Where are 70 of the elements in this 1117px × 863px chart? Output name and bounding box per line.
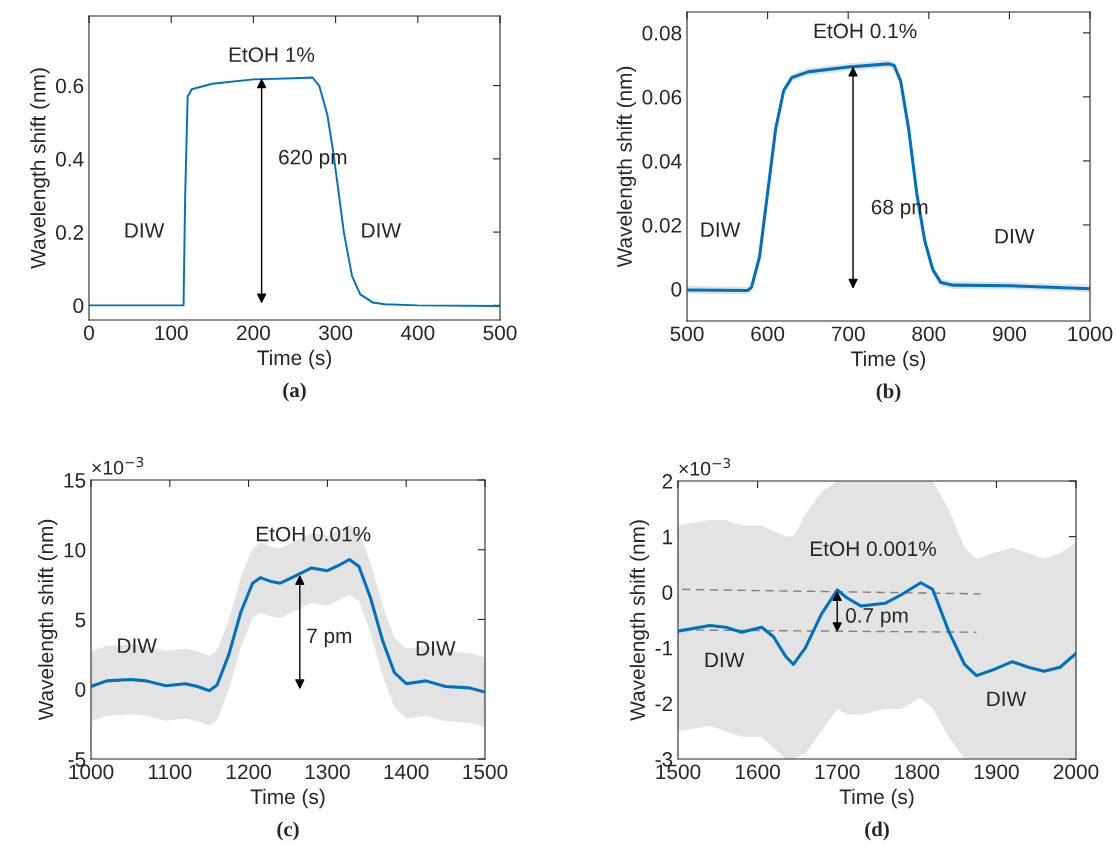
annotation: DIW	[416, 641, 456, 656]
annotation: EtOH 0.001%	[811, 541, 936, 557]
y-tick-label: 2	[662, 474, 673, 489]
y-axis-title: Wavelength shift (nm)	[629, 520, 650, 721]
y-tick-label: -2	[655, 696, 673, 711]
line-series	[89, 76, 500, 308]
x-tick-label: 1700	[815, 764, 860, 780]
x-tick-label: 1400	[384, 764, 429, 780]
x-tick-label: 800	[912, 326, 946, 342]
annotation: DIW	[987, 691, 1027, 707]
x-tick-label: 1600	[736, 764, 780, 780]
x-tick-label: 400	[400, 325, 435, 341]
annotation: EtOH 1%	[229, 47, 315, 63]
y-axis-title: Wavelength shift (nm)	[30, 68, 50, 269]
x-axis-title: Time (s)	[839, 788, 914, 809]
text: (b)	[876, 383, 901, 403]
x-tick-label: 1500	[463, 764, 508, 780]
x-tick-label: 500	[483, 325, 517, 341]
y-tick-label: 0.06	[642, 89, 682, 105]
y-tick-label: 0.4	[55, 151, 84, 167]
x-axis-title: Time (s)	[257, 349, 332, 370]
annotation: 7 pm	[307, 628, 352, 648]
x-tick-label: 1200	[227, 764, 271, 780]
x-tick-label: 2000	[1053, 764, 1099, 780]
x-tick-label: 1900	[974, 764, 1019, 780]
x-tick-label: 300	[319, 325, 353, 341]
y-tick-label: 1	[663, 529, 673, 545]
y-tick-label: 0.08	[642, 25, 682, 41]
y-tick-label: 0.2	[55, 225, 84, 240]
x-tick-label: 1000	[1068, 326, 1113, 342]
annotation: DIW	[362, 223, 401, 238]
y-tick-label: 0.02	[642, 217, 682, 233]
x-tick-label: 100	[155, 325, 188, 341]
text: (c)	[277, 821, 299, 841]
y-axis-title: Wavelength shift (nm)	[37, 519, 58, 721]
y-tick-label: 0	[75, 682, 86, 697]
text: (d)	[865, 821, 889, 841]
annotation: DIW	[125, 223, 165, 238]
annotation: DIW	[705, 652, 745, 668]
line-series	[91, 557, 485, 694]
x-tick-label: 200	[237, 325, 270, 341]
x-tick-label: 1800	[895, 764, 940, 780]
x-tick-label: 700	[831, 326, 865, 342]
annotation: DIW	[701, 222, 741, 237]
annotation: EtOH 0.01%	[257, 526, 371, 542]
annotation: 0.7 pm	[845, 608, 908, 627]
line-series	[678, 581, 1076, 678]
y-tick-label: 0.6	[55, 78, 84, 94]
y-tick-label: 5	[75, 612, 86, 628]
x-tick-label: 500	[670, 326, 704, 342]
x-axis-title: Time (s)	[250, 788, 325, 809]
text: ×10$^{−3}$	[679, 457, 731, 476]
x-axis-title: Time (s)	[851, 350, 926, 371]
annotation: EtOH 0.1%	[814, 23, 917, 39]
annotation: DIW	[118, 638, 157, 653]
x-tick-label: 600	[751, 326, 785, 342]
x-tick-label: 900	[993, 326, 1026, 342]
annotation: DIW	[995, 228, 1035, 244]
x-tick-label: 1300	[305, 764, 350, 780]
text: (a)	[283, 382, 306, 402]
y-tick-label: 0	[671, 281, 682, 297]
y-tick-label: 0.04	[642, 153, 682, 169]
y-axis-title: Wavelength shift (nm)	[616, 66, 637, 268]
y-tick-label: 0	[73, 298, 84, 314]
text: ×10$^{−3}$	[92, 456, 144, 475]
x-tick-label: 1100	[148, 764, 192, 780]
y-tick-label: 10	[64, 542, 86, 558]
y-tick-label: 15	[64, 473, 86, 488]
y-tick-label: -1	[655, 641, 673, 656]
y-tick-label: 0	[662, 585, 673, 600]
